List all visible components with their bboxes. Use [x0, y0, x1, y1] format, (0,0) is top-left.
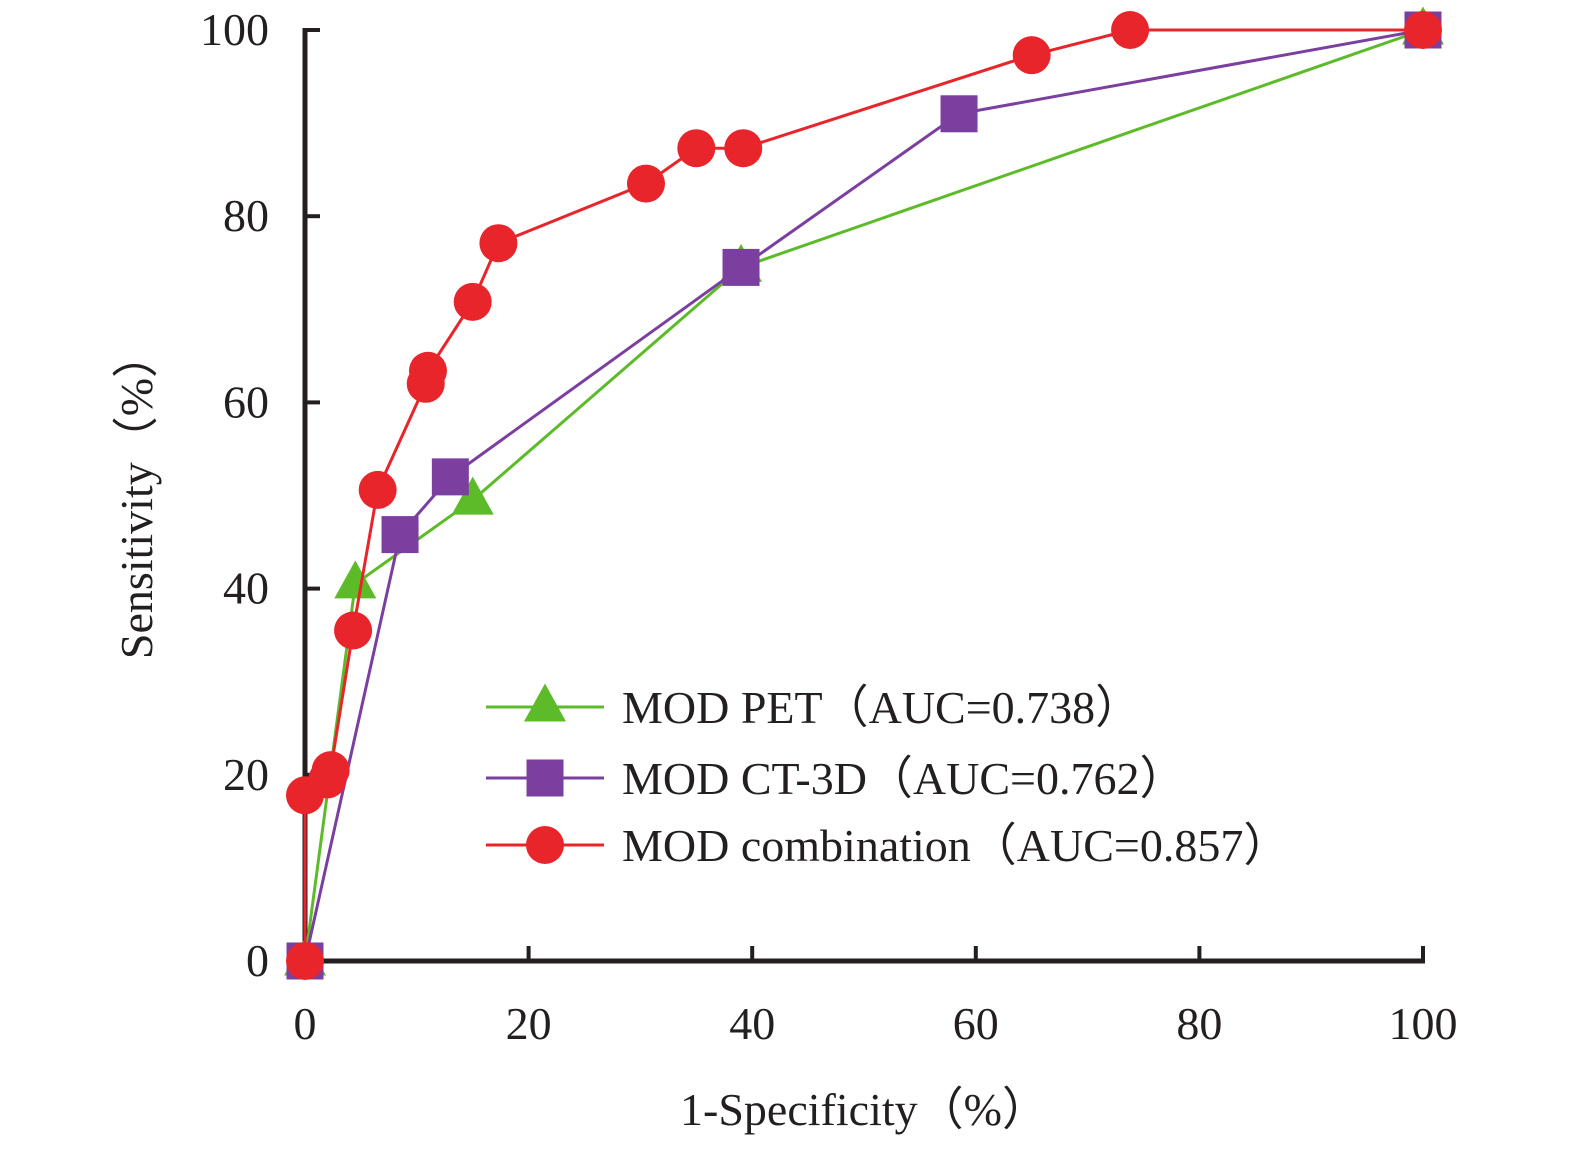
x-tick-label: 0	[294, 998, 317, 1049]
legend-marker-circle	[526, 826, 564, 864]
x-tick-label: 20	[506, 998, 552, 1049]
legend-item: MOD CT-3D（AUC=0.762）	[486, 753, 1186, 804]
data-point-circle	[677, 129, 716, 168]
y-tick-label: 40	[223, 563, 269, 614]
y-axis-title: Sensitivity（%）	[111, 332, 162, 659]
data-point-circle	[724, 129, 763, 168]
data-point-circle	[453, 282, 492, 321]
data-point-circle	[334, 611, 373, 650]
y-tick-label: 60	[223, 376, 269, 427]
data-point-square	[381, 516, 419, 554]
legend-marker-triangle	[524, 683, 566, 722]
series-layer	[284, 6, 1444, 980]
data-point-square	[431, 458, 469, 496]
legend: MOD PET（AUC=0.738） MOD CT-3D（AUC=0.762） MO…	[486, 682, 1289, 871]
y-tick-label: 100	[200, 4, 269, 55]
data-point-triangle	[334, 560, 377, 599]
data-point-square	[722, 248, 760, 286]
x-tick-label: 60	[953, 998, 999, 1049]
data-point-circle	[1012, 36, 1051, 75]
x-tick-label: 80	[1176, 998, 1222, 1049]
legend-label: MOD combination（AUC=0.857）	[622, 820, 1289, 871]
legend-item: MOD PET（AUC=0.738）	[486, 682, 1141, 733]
x-axis-title: 1-Specificity（%）	[680, 1084, 1048, 1135]
y-tick-label: 80	[223, 190, 269, 241]
legend-item: MOD combination（AUC=0.857）	[486, 820, 1289, 871]
series-line	[303, 28, 1424, 962]
legend-marker-square	[526, 759, 564, 797]
data-point-circle	[358, 470, 397, 509]
legend-label: MOD PET（AUC=0.738）	[622, 682, 1141, 733]
legend-label: MOD CT-3D（AUC=0.762）	[622, 753, 1186, 804]
data-point-circle	[311, 751, 350, 790]
y-tick-label: 0	[246, 935, 269, 986]
series-circle	[286, 11, 1442, 980]
data-point-triangle	[451, 476, 494, 515]
data-point-circle	[408, 351, 447, 390]
data-point-circle	[1111, 11, 1150, 49]
data-point-circle	[626, 164, 665, 203]
data-point-square	[940, 95, 978, 133]
data-point-circle	[1404, 11, 1442, 49]
axes: 0 20 40 60 80 100 0 20 40 60 80 100 1-Specificity（%）…	[111, 4, 1458, 1135]
y-tick-label: 20	[223, 749, 269, 800]
x-tick-label: 100	[1389, 998, 1458, 1049]
x-tick-label: 40	[729, 998, 775, 1049]
data-point-circle	[479, 224, 518, 263]
data-point-circle	[286, 942, 324, 980]
